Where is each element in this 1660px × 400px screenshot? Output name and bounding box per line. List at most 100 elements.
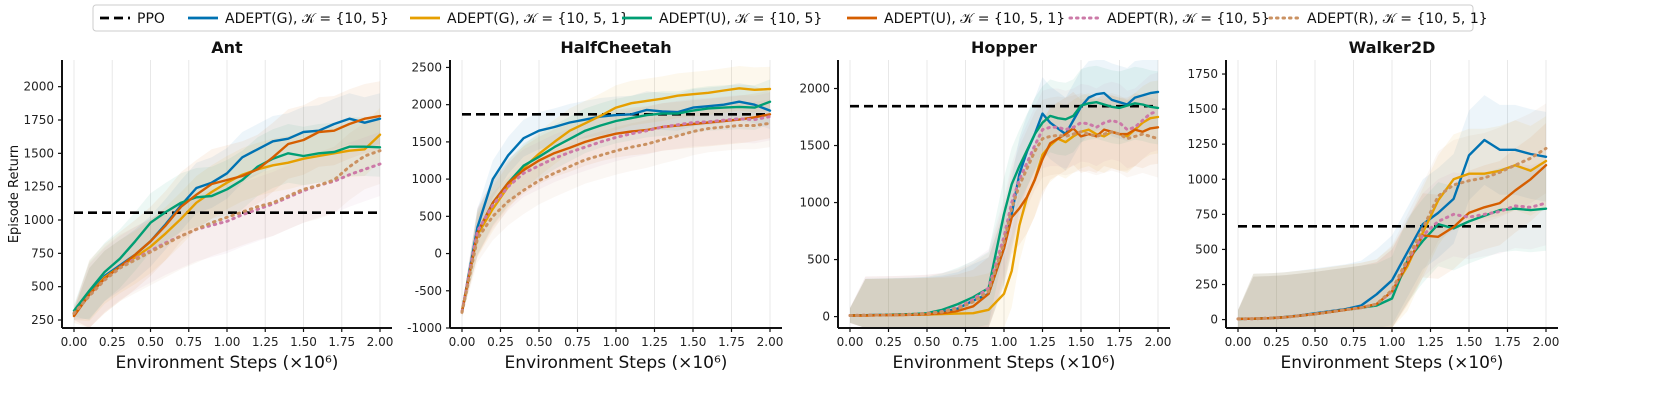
x-tick-label: 0.50: [1302, 335, 1329, 349]
panel-title: Ant: [211, 38, 243, 57]
x-axis-label: Environment Steps (×10⁶): [893, 353, 1116, 373]
x-tick-label: 0.50: [914, 335, 941, 349]
y-axis-label: Episode Return: [7, 145, 22, 243]
band-adept_r_1051: [462, 99, 770, 318]
band-adept_u_105: [1238, 166, 1546, 328]
x-tick-label: 1.25: [1029, 335, 1056, 349]
y-tick-label: 750: [1195, 207, 1218, 221]
x-tick-label: 0.50: [526, 335, 553, 349]
y-tick-label: 1500: [1187, 102, 1218, 116]
band-adept_g_1051: [1238, 116, 1546, 328]
x-tick-label: 1.50: [1456, 335, 1483, 349]
panel-title: HalfCheetah: [560, 38, 671, 57]
band-adept_r_105: [462, 92, 770, 317]
x-tick-label: 0.25: [487, 335, 514, 349]
y-tick-label: 2000: [411, 98, 442, 112]
band-adept_u_1051: [850, 90, 1158, 328]
x-tick-label: 0.75: [1340, 335, 1367, 349]
x-tick-label: 0.00: [61, 335, 88, 349]
y-tick-label: 0: [822, 310, 830, 324]
y-tick-label: 1750: [1187, 67, 1218, 81]
x-tick-label: 0.00: [837, 335, 864, 349]
legend-frame: [92, 4, 1474, 32]
band-adept_r_105: [1238, 161, 1546, 328]
band-adept_g_105: [850, 60, 1158, 328]
y-tick-label: 250: [1195, 278, 1218, 292]
x-tick-label: 0.00: [449, 335, 476, 349]
panel-title: Walker2D: [1349, 38, 1436, 57]
legend-label-ppo: PPO: [137, 11, 165, 27]
x-tick-label: 0.75: [952, 335, 979, 349]
series-line-adept_r_1051: [1236, 146, 1548, 321]
panel-hopper: 0.00 0.25 0.50 0.75 1.00 1.25 1.50 1.75 2.00 0 500…: [799, 38, 1171, 373]
x-tick-label: 1.75: [328, 335, 355, 349]
x-tick-label: 0.75: [175, 335, 202, 349]
legend: PPO ADEPT(G), 𝒦 = {10, 5} ADEPT(G), 𝒦 = {1…: [92, 4, 1488, 32]
x-tick-label: 1.75: [1106, 335, 1133, 349]
legend-label-adept_u_105: ADEPT(U), 𝒦 = {10, 5}: [659, 11, 822, 27]
y-tick-label: 500: [1195, 242, 1218, 256]
x-tick-label: 1.25: [252, 335, 279, 349]
x-tick-label: 0.25: [875, 335, 902, 349]
y-tick-label: 1500: [799, 139, 830, 153]
y-tick-label: 2500: [411, 60, 442, 74]
y-tick-label: 2000: [23, 80, 54, 94]
y-tick-label: 500: [419, 209, 442, 223]
series-line-adept_r_1051: [460, 121, 772, 314]
y-tick-label: 2000: [799, 82, 830, 96]
x-tick-label: 1.00: [991, 335, 1018, 349]
series-line-adept_u_105: [72, 145, 382, 312]
legend-label-adept_r_105: ADEPT(R), 𝒦 = {10, 5}: [1107, 11, 1270, 27]
x-tick-label: 2.00: [757, 335, 784, 349]
y-tick-label: 250: [31, 313, 54, 327]
x-tick-label: 0.00: [1225, 335, 1252, 349]
x-tick-label: 1.00: [603, 335, 630, 349]
x-tick-label: 1.50: [1068, 335, 1095, 349]
y-tick-label: -500: [415, 284, 442, 298]
x-tick-label: 1.00: [1379, 335, 1406, 349]
x-tick-label: 1.00: [214, 335, 241, 349]
band-adept_g_105: [1238, 95, 1546, 328]
panel-walker2d: 0.00 0.25 0.50 0.75 1.00 1.25 1.50 1.75 2.00 0 250…: [1187, 38, 1559, 373]
legend-label-adept_g_105: ADEPT(G), 𝒦 = {10, 5}: [225, 11, 389, 27]
legend-label-adept_r_1051: ADEPT(R), 𝒦 = {10, 5, 1}: [1307, 11, 1488, 27]
y-tick-label: 1000: [799, 196, 830, 210]
band-adept_g_105: [74, 93, 380, 320]
x-tick-label: 2.00: [367, 335, 394, 349]
x-tick-label: 2.00: [1145, 335, 1172, 349]
band-adept_r_105: [74, 132, 380, 328]
x-tick-label: 2.00: [1533, 335, 1560, 349]
y-tick-label: 0: [1210, 313, 1218, 327]
x-tick-label: 0.25: [1263, 335, 1290, 349]
y-tick-label: 1000: [1187, 172, 1218, 186]
series-line-adept_g_105: [460, 100, 772, 313]
y-tick-label: 1750: [23, 113, 54, 127]
panel-ant: 0.00 0.25 0.50 0.75 1.00 1.25 1.50 1.75 2.00 250 5…: [7, 38, 393, 373]
y-tick-label: 1500: [411, 135, 442, 149]
x-tick-label: 1.75: [1494, 335, 1521, 349]
y-tick-label: 500: [31, 280, 54, 294]
series-line-adept_r_1051: [72, 149, 382, 315]
x-tick-label: 1.75: [718, 335, 745, 349]
legend-label-adept_g_1051: ADEPT(G), 𝒦 = {10, 5, 1}: [447, 11, 629, 27]
band-adept_u_1051: [74, 81, 380, 328]
x-tick-label: 1.25: [641, 335, 668, 349]
y-tick-label: 1000: [23, 213, 54, 227]
x-tick-label: 0.25: [99, 335, 126, 349]
panel-title: Hopper: [971, 38, 1037, 57]
band-adept_u_105: [462, 79, 770, 317]
y-tick-label: 1000: [411, 172, 442, 186]
band-adept_g_1051: [74, 108, 380, 322]
band-adept_u_1051: [462, 90, 770, 317]
y-tick-label: 1500: [23, 146, 54, 160]
panel-halfcheetah: 0.00 0.25 0.50 0.75 1.00 1.25 1.50 1.75 2.00 -100…: [407, 38, 783, 373]
chart-panels: 0.00 0.25 0.50 0.75 1.00 1.25 1.50 1.75 2.00 250 5…: [7, 38, 1559, 373]
x-axis-label: Environment Steps (×10⁶): [116, 353, 339, 373]
band-adept_r_1051: [1238, 103, 1546, 328]
x-axis-label: Environment Steps (×10⁶): [505, 353, 728, 373]
series-line-adept_r_1051: [848, 130, 1160, 317]
x-tick-label: 0.75: [564, 335, 591, 349]
y-tick-label: 500: [807, 253, 830, 267]
series-line-adept_r_105: [460, 115, 772, 314]
y-tick-label: 1250: [1187, 137, 1218, 151]
